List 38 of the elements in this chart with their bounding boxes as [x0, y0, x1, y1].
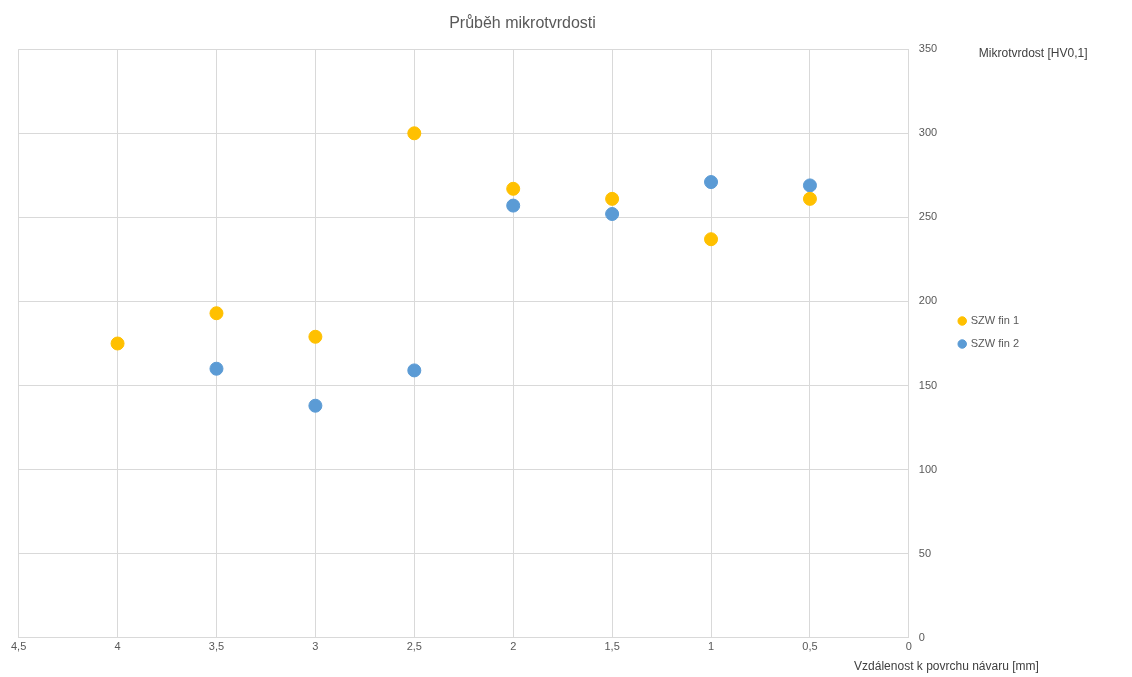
y-tick-label: 50	[918, 546, 932, 559]
y-tick-label: 100	[918, 462, 938, 475]
point	[605, 207, 620, 222]
x-tick-label: 0,5	[802, 640, 818, 653]
point	[506, 198, 521, 213]
y-axis-title: Mikrotvrdost [HV0,1]	[978, 45, 1088, 60]
point	[802, 178, 817, 193]
y-tick-label: 0	[918, 630, 925, 643]
x-tick-label: 2,5	[406, 640, 422, 653]
point	[407, 363, 422, 378]
x-tick-label: 3	[312, 640, 319, 653]
x-tick-label: 1,5	[604, 640, 620, 653]
point	[209, 306, 224, 321]
point	[704, 232, 719, 247]
point	[605, 191, 620, 206]
x-tick-label: 1	[707, 640, 715, 653]
point	[308, 329, 323, 344]
x-tick-label: 3,5	[208, 640, 225, 653]
point	[506, 181, 521, 196]
point	[110, 336, 125, 351]
point	[407, 126, 422, 141]
x-tick-label: 0	[905, 640, 912, 653]
y-tick-label: 300	[918, 126, 938, 139]
y-tick-label: 250	[918, 210, 938, 223]
point	[704, 175, 719, 190]
y-tick-label: 350	[918, 42, 938, 55]
y-tick-label: 200	[918, 294, 938, 307]
x-axis-title: Vzdálenost k povrchu návaru [mm]	[854, 659, 1039, 674]
legend-label: SZW fin 2	[970, 337, 1020, 350]
point	[308, 398, 323, 413]
chart-title: Průběh mikrotvrdosti	[449, 14, 596, 32]
point	[209, 361, 224, 376]
x-tick-label: 2	[510, 640, 517, 653]
x-tick-label: 4	[114, 640, 121, 653]
x-tick-label: 4,5	[11, 640, 27, 653]
legend-label: SZW fin 1	[970, 314, 1020, 327]
y-tick-label: 150	[918, 378, 938, 391]
point	[802, 191, 817, 206]
